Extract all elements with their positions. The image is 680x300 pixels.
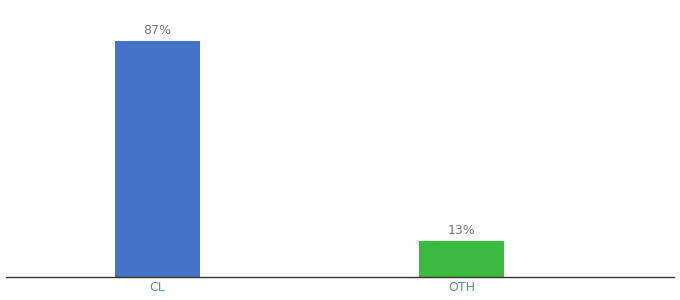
Bar <box>115 41 200 277</box>
Text: 87%: 87% <box>143 24 171 37</box>
Text: 13%: 13% <box>447 224 475 237</box>
Bar <box>419 241 504 277</box>
